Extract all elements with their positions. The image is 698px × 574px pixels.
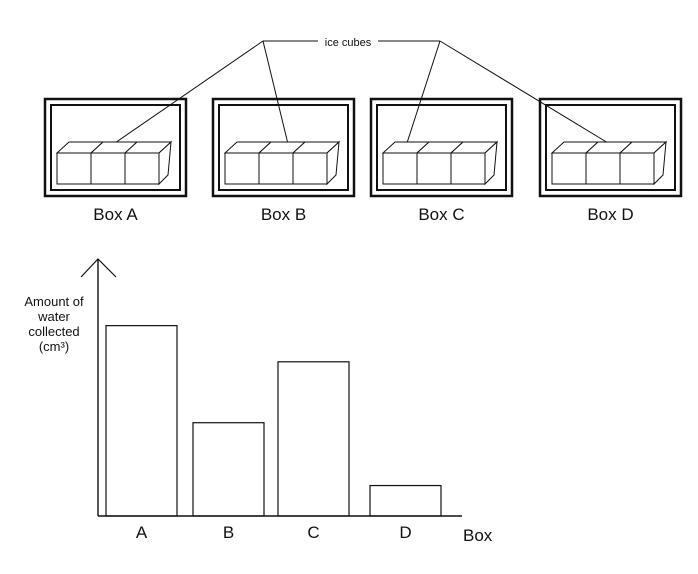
- ice-cube-front-face: [619, 152, 655, 185]
- y-axis-arrowhead-icon: [80, 258, 117, 278]
- box-label: Box B: [261, 205, 306, 224]
- ice-cube-row: [55, 140, 173, 186]
- callout-pointer-a: [111, 40, 264, 146]
- ice-cube-front-face: [551, 152, 587, 185]
- box-inner-frame: [545, 104, 676, 191]
- x-tick-label-a: A: [136, 523, 148, 542]
- bar-c: [277, 361, 350, 517]
- ice-cube: [381, 141, 431, 185]
- ice-cube-row: [381, 140, 499, 186]
- x-axis-title: Box: [463, 526, 493, 545]
- box-label: Box A: [93, 205, 138, 224]
- x-tick-label-d: D: [399, 523, 411, 542]
- ice-cubes-callout: ice cubes: [111, 37, 614, 147]
- box-inner-frame: [218, 104, 349, 191]
- ice-cube-row: [550, 140, 668, 186]
- ice-cube: [123, 141, 173, 185]
- ice-cube-front-face: [416, 152, 452, 185]
- ice-cube-front-face: [90, 152, 126, 185]
- callout-pointer-c: [405, 40, 441, 147]
- ice-cube-front-face: [450, 152, 486, 185]
- ice-cube-front-face: [56, 152, 92, 185]
- ice-cube-side-face: [653, 140, 667, 186]
- ice-cube-side-face: [326, 140, 340, 186]
- x-tick-labels: A B C D: [136, 523, 412, 542]
- ice-cube-front-face: [224, 152, 260, 185]
- y-axis-title-line-2: water: [37, 309, 70, 324]
- box-a: Box A: [43, 97, 188, 224]
- ice-cube: [89, 141, 139, 185]
- ice-cube: [415, 141, 465, 185]
- ice-cube: [257, 141, 307, 185]
- y-axis-title-line-1: Amount of: [24, 294, 84, 309]
- ice-cube: [223, 141, 273, 185]
- y-axis-title-line-3: collected: [28, 324, 79, 339]
- ice-cube-side-face: [158, 140, 172, 186]
- ice-cube-front-face: [292, 152, 328, 185]
- bar-b: [192, 422, 265, 517]
- ice-cube: [618, 141, 668, 185]
- box-inner-frame: [376, 104, 507, 191]
- bar-a: [105, 325, 178, 517]
- bar-d: [369, 484, 442, 517]
- box-label: Box D: [587, 205, 633, 224]
- box-outer-frame: [369, 97, 514, 198]
- bar-chart: Amount of water collected (cm³) A B C D Box: [24, 258, 493, 545]
- x-tick-label-c: C: [307, 523, 319, 542]
- y-axis-title-line-4: (cm³): [39, 339, 69, 354]
- callout-pointer-d: [439, 40, 614, 147]
- ice-cube-row: [223, 140, 341, 186]
- box-c: Box C: [369, 97, 514, 224]
- ice-cube-front-face: [382, 152, 418, 185]
- y-axis-title: Amount of water collected (cm³): [24, 294, 84, 354]
- ice-cube-front-face: [585, 152, 621, 185]
- box-row: Box A Box B Box C Box D: [43, 97, 683, 224]
- box-d: Box D: [538, 97, 683, 224]
- box-b: Box B: [211, 97, 356, 224]
- box-inner-frame: [50, 104, 181, 191]
- box-outer-frame: [538, 97, 683, 198]
- box-label: Box C: [418, 205, 464, 224]
- bars-group: [105, 325, 442, 517]
- box-outer-frame: [43, 97, 188, 198]
- ice-cubes-label: ice cubes: [325, 37, 372, 49]
- ice-cube-side-face: [484, 140, 498, 186]
- x-tick-label-b: B: [223, 523, 234, 542]
- ice-cube: [550, 141, 600, 185]
- ice-cube: [291, 141, 341, 185]
- ice-cube-front-face: [258, 152, 294, 185]
- box-outer-frame: [211, 97, 356, 198]
- ice-cube-front-face: [124, 152, 160, 185]
- callout-pointer-b: [262, 40, 289, 145]
